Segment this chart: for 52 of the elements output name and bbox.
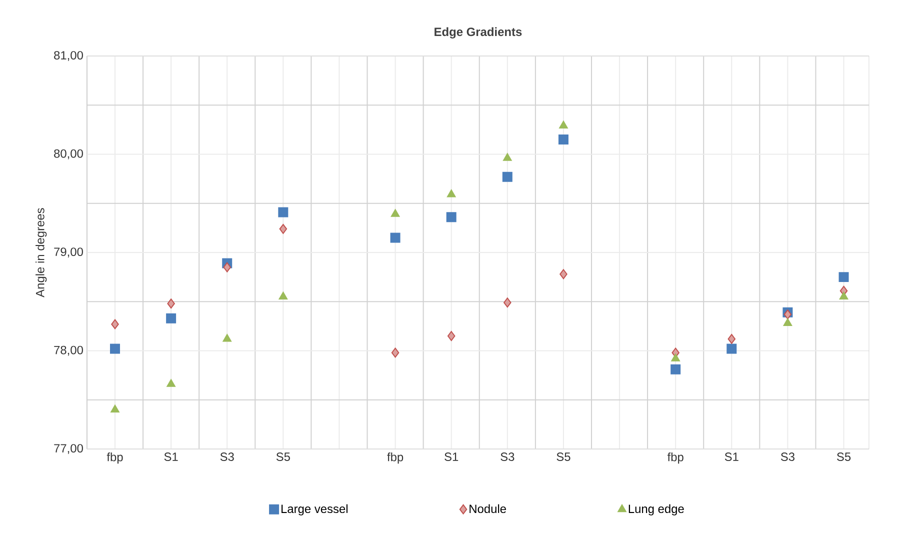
point (503, 153, 512, 161)
y-tick-label: 77,00 (54, 444, 83, 454)
point (560, 269, 568, 280)
point (110, 344, 120, 354)
point (166, 379, 176, 387)
point (223, 262, 231, 272)
point (222, 334, 232, 342)
point (390, 232, 400, 243)
point (110, 404, 120, 412)
point (558, 134, 568, 145)
point (390, 209, 400, 217)
y-tick-label: 80,00 (54, 149, 83, 160)
y-tick-label: 79,00 (54, 248, 83, 258)
chart-title: Edge Gradients (434, 27, 522, 38)
x-tick-label: S3 (780, 452, 794, 461)
x-tick-label: fbp (667, 452, 684, 464)
point (447, 331, 456, 342)
x-tick-label: S5 (556, 452, 570, 461)
legend-label: Large vessel (282, 504, 348, 516)
x-tick-label: S5 (836, 452, 851, 461)
x-tick-label: S3 (220, 452, 234, 461)
point (278, 207, 288, 218)
point (504, 298, 512, 308)
point (670, 364, 681, 374)
point (783, 318, 792, 326)
point (111, 319, 119, 330)
legend-label: Nodule (470, 504, 506, 514)
point (279, 224, 288, 234)
point (839, 292, 848, 300)
point (391, 348, 400, 358)
x-tick-label: S1 (164, 452, 178, 461)
point (446, 190, 456, 198)
x-tick-label: S3 (500, 452, 514, 461)
point (502, 172, 512, 182)
legend-label: Lung edge (628, 504, 684, 516)
point (278, 292, 288, 300)
point (446, 212, 456, 222)
y-tick-label: 78,00 (54, 346, 83, 356)
point (166, 313, 176, 324)
x-tick-label: fbp (106, 452, 123, 464)
x-tick-label: S1 (724, 452, 738, 461)
point (726, 344, 737, 354)
x-tick-label: S5 (276, 452, 290, 461)
x-tick-label: fbp (387, 452, 404, 464)
y-tick-label: 81,00 (54, 51, 83, 61)
point (167, 298, 175, 309)
point (671, 354, 680, 362)
point (559, 120, 568, 129)
point (728, 334, 736, 344)
x-tick-label: S1 (444, 452, 458, 461)
y-axis-title: Angle in degrees (36, 208, 47, 298)
point (838, 272, 849, 282)
